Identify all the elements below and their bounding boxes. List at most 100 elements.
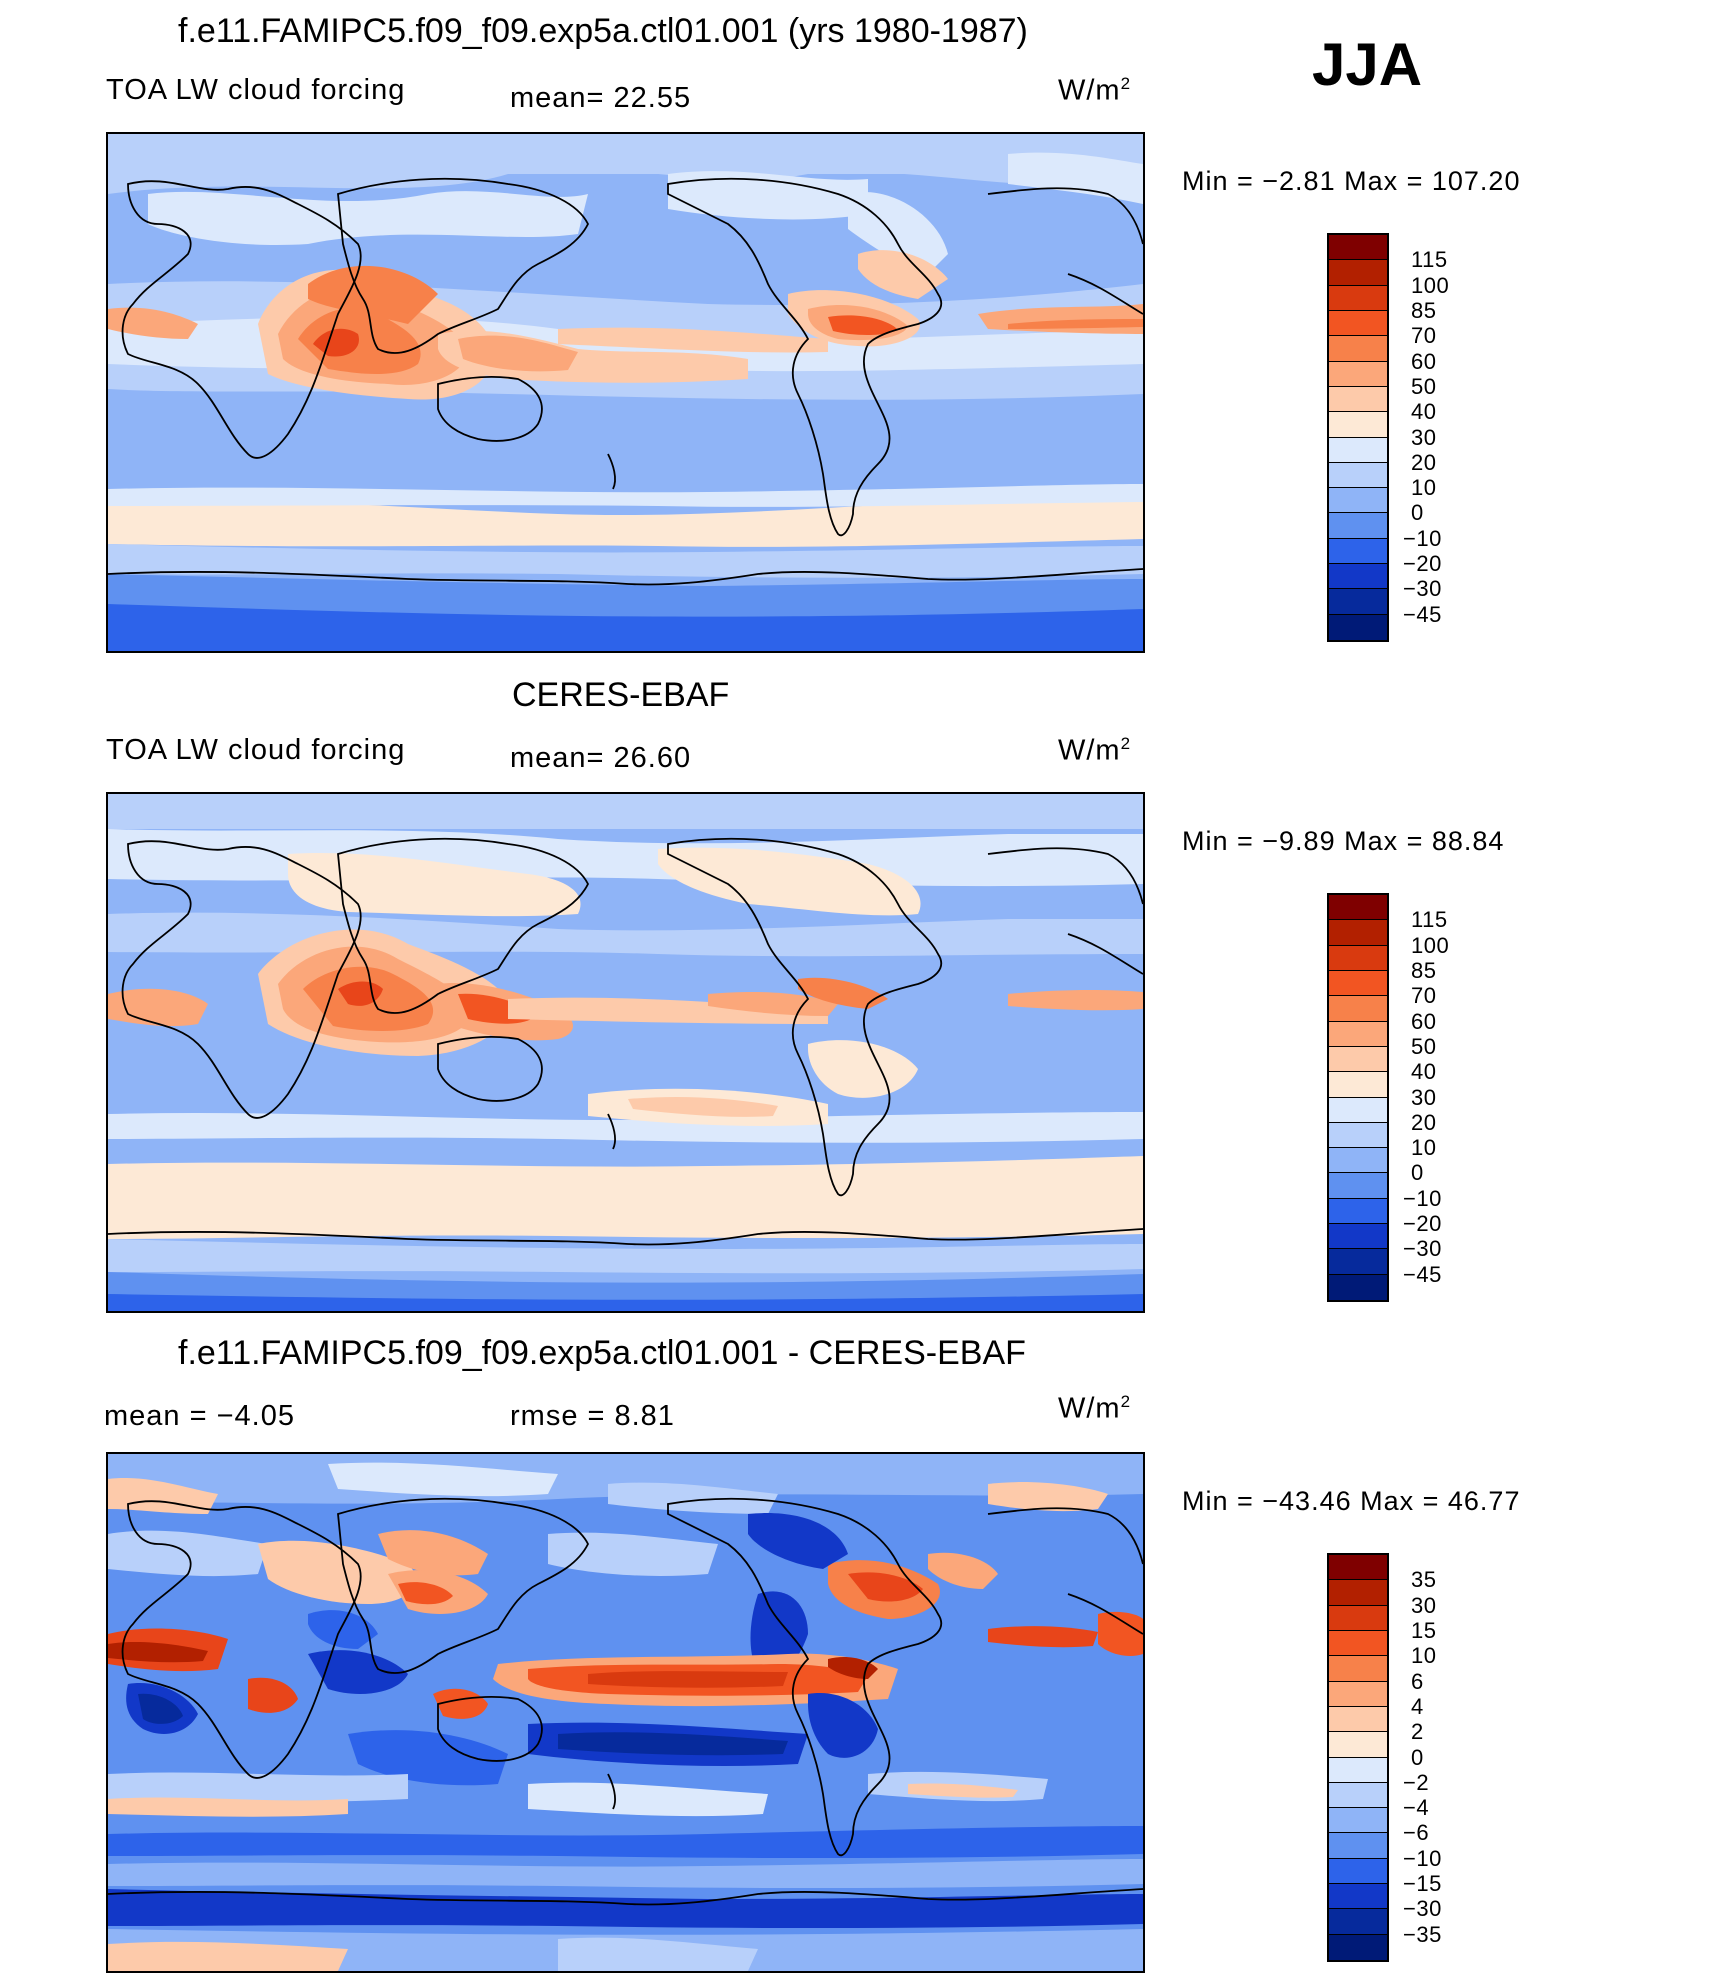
colorbar-swatch	[1329, 437, 1387, 463]
colorbar-tick-label: −30	[1403, 576, 1442, 602]
colorbar-tick-label: 0	[1411, 1160, 1424, 1186]
colorbar-swatch	[1329, 1630, 1387, 1657]
colorbar-swatch	[1329, 1909, 1387, 1935]
colorbar-tick-label: 2	[1411, 1719, 1424, 1745]
colorbar-swatch	[1329, 1021, 1387, 1047]
colorbar-tick-label: 0	[1411, 1744, 1424, 1770]
colorbar-swatch	[1329, 1605, 1387, 1631]
colorbar-swatch	[1329, 1072, 1387, 1098]
panel3-map	[106, 1452, 1145, 1973]
colorbar-tick-label: 30	[1411, 1084, 1437, 1110]
colorbar-swatch	[1329, 1732, 1387, 1758]
colorbar-swatch	[1329, 462, 1387, 489]
colorbar-tick-label: 10	[1411, 1643, 1437, 1669]
colorbar-swatch	[1329, 1808, 1387, 1834]
panel3-units: W/m2	[1058, 1392, 1132, 1425]
colorbar-swatch	[1329, 336, 1387, 362]
panel3-mean: mean = −4.05	[104, 1400, 295, 1432]
panel2-title: CERES-EBAF	[512, 676, 730, 714]
colorbar-tick-label: 85	[1411, 957, 1437, 983]
colorbar-swatch	[1329, 1580, 1387, 1606]
colorbar-swatch	[1329, 386, 1387, 413]
colorbar-swatch	[1329, 1782, 1387, 1809]
panel3-rmse: rmse = 8.81	[510, 1400, 675, 1432]
colorbar-swatch	[1329, 412, 1387, 438]
colorbar-swatch	[1329, 1681, 1387, 1707]
colorbar-tick-label: 70	[1411, 323, 1437, 349]
colorbar-swatch	[1329, 920, 1387, 946]
colorbar-swatch	[1329, 1757, 1387, 1783]
colorbar-swatch	[1329, 1274, 1387, 1300]
colorbar-tick-label: −30	[1403, 1236, 1442, 1262]
colorbar-swatch	[1329, 361, 1387, 387]
colorbar-swatch	[1329, 260, 1387, 286]
colorbar-swatch	[1329, 1198, 1387, 1225]
colorbar-swatch	[1329, 1656, 1387, 1682]
colorbar-tick-label: 30	[1411, 424, 1437, 450]
colorbar-tick-label: 35	[1411, 1567, 1437, 1593]
colorbar-tick-label: −20	[1403, 551, 1442, 577]
colorbar-swatch	[1329, 1249, 1387, 1275]
colorbar-tick-label: −4	[1403, 1795, 1430, 1821]
panel3-minmax: Min = −43.46 Max = 46.77	[1182, 1486, 1521, 1516]
colorbar-tick-label: −35	[1403, 1921, 1442, 1947]
colorbar-swatch	[1329, 488, 1387, 514]
colorbar-tick-label: 40	[1411, 399, 1437, 425]
colorbar-tick-label: −2	[1403, 1769, 1430, 1795]
panel1-mean: mean= 22.55	[510, 82, 692, 114]
colorbar-swatch	[1329, 1046, 1387, 1073]
colorbar-tick-label: 4	[1411, 1693, 1424, 1719]
colorbar-tick-label: 0	[1411, 500, 1424, 526]
colorbar-swatch	[1329, 538, 1387, 565]
colorbar-swatch	[1329, 1934, 1387, 1960]
colorbar-tick-label: −45	[1403, 1261, 1442, 1287]
colorbar-tick-label: 30	[1411, 1592, 1437, 1618]
colorbar-swatch	[1329, 513, 1387, 539]
panel1-colorbar	[1327, 233, 1389, 642]
panel2-map	[106, 792, 1145, 1313]
colorbar-tick-label: 115	[1411, 247, 1448, 273]
colorbar-tick-label: −6	[1403, 1820, 1430, 1846]
panel3-colorbar	[1327, 1553, 1389, 1962]
colorbar-tick-label: −30	[1403, 1896, 1442, 1922]
panel1-units: W/m2	[1058, 74, 1132, 107]
colorbar-swatch	[1329, 945, 1387, 971]
colorbar-tick-label: 70	[1411, 983, 1437, 1009]
colorbar-tick-label: 60	[1411, 348, 1437, 374]
season-label: JJA	[1312, 31, 1423, 98]
colorbar-swatch	[1329, 970, 1387, 997]
colorbar-swatch	[1329, 1148, 1387, 1174]
colorbar-tick-label: 60	[1411, 1008, 1437, 1034]
colorbar-tick-label: −10	[1403, 525, 1442, 551]
colorbar-tick-label: 6	[1411, 1668, 1424, 1694]
colorbar-tick-label: 40	[1411, 1059, 1437, 1085]
colorbar-tick-label: −15	[1403, 1871, 1442, 1897]
colorbar-tick-label: 15	[1411, 1617, 1437, 1643]
colorbar-swatch	[1329, 310, 1387, 337]
colorbar-swatch	[1329, 1858, 1387, 1885]
colorbar-tick-label: 100	[1411, 932, 1450, 958]
colorbar-swatch	[1329, 589, 1387, 615]
colorbar-tick-label: 50	[1411, 373, 1437, 399]
panel2-minmax: Min = −9.89 Max = 88.84	[1182, 826, 1505, 856]
panel2-mean: mean= 26.60	[510, 742, 692, 774]
colorbar-tick-label: 115	[1411, 907, 1448, 933]
colorbar-swatch	[1329, 996, 1387, 1022]
colorbar-swatch	[1329, 1555, 1387, 1581]
colorbar-swatch	[1329, 1224, 1387, 1250]
colorbar-tick-label: 50	[1411, 1033, 1437, 1059]
colorbar-swatch	[1329, 895, 1387, 921]
colorbar-tick-label: 85	[1411, 297, 1437, 323]
colorbar-swatch	[1329, 564, 1387, 590]
colorbar-swatch	[1329, 285, 1387, 311]
colorbar-tick-label: 20	[1411, 449, 1437, 475]
colorbar-tick-label: −10	[1403, 1185, 1442, 1211]
colorbar-tick-label: 20	[1411, 1109, 1437, 1135]
panel1-left-label: TOA LW cloud forcing	[106, 74, 406, 106]
colorbar-swatch	[1329, 614, 1387, 640]
panel1-title: f.e11.FAMIPC5.f09_f09.exp5a.ctl01.001 (y…	[178, 12, 1028, 50]
colorbar-tick-label: 10	[1411, 475, 1437, 501]
colorbar-tick-label: 100	[1411, 272, 1450, 298]
colorbar-tick-label: −10	[1403, 1845, 1442, 1871]
colorbar-swatch	[1329, 1833, 1387, 1859]
